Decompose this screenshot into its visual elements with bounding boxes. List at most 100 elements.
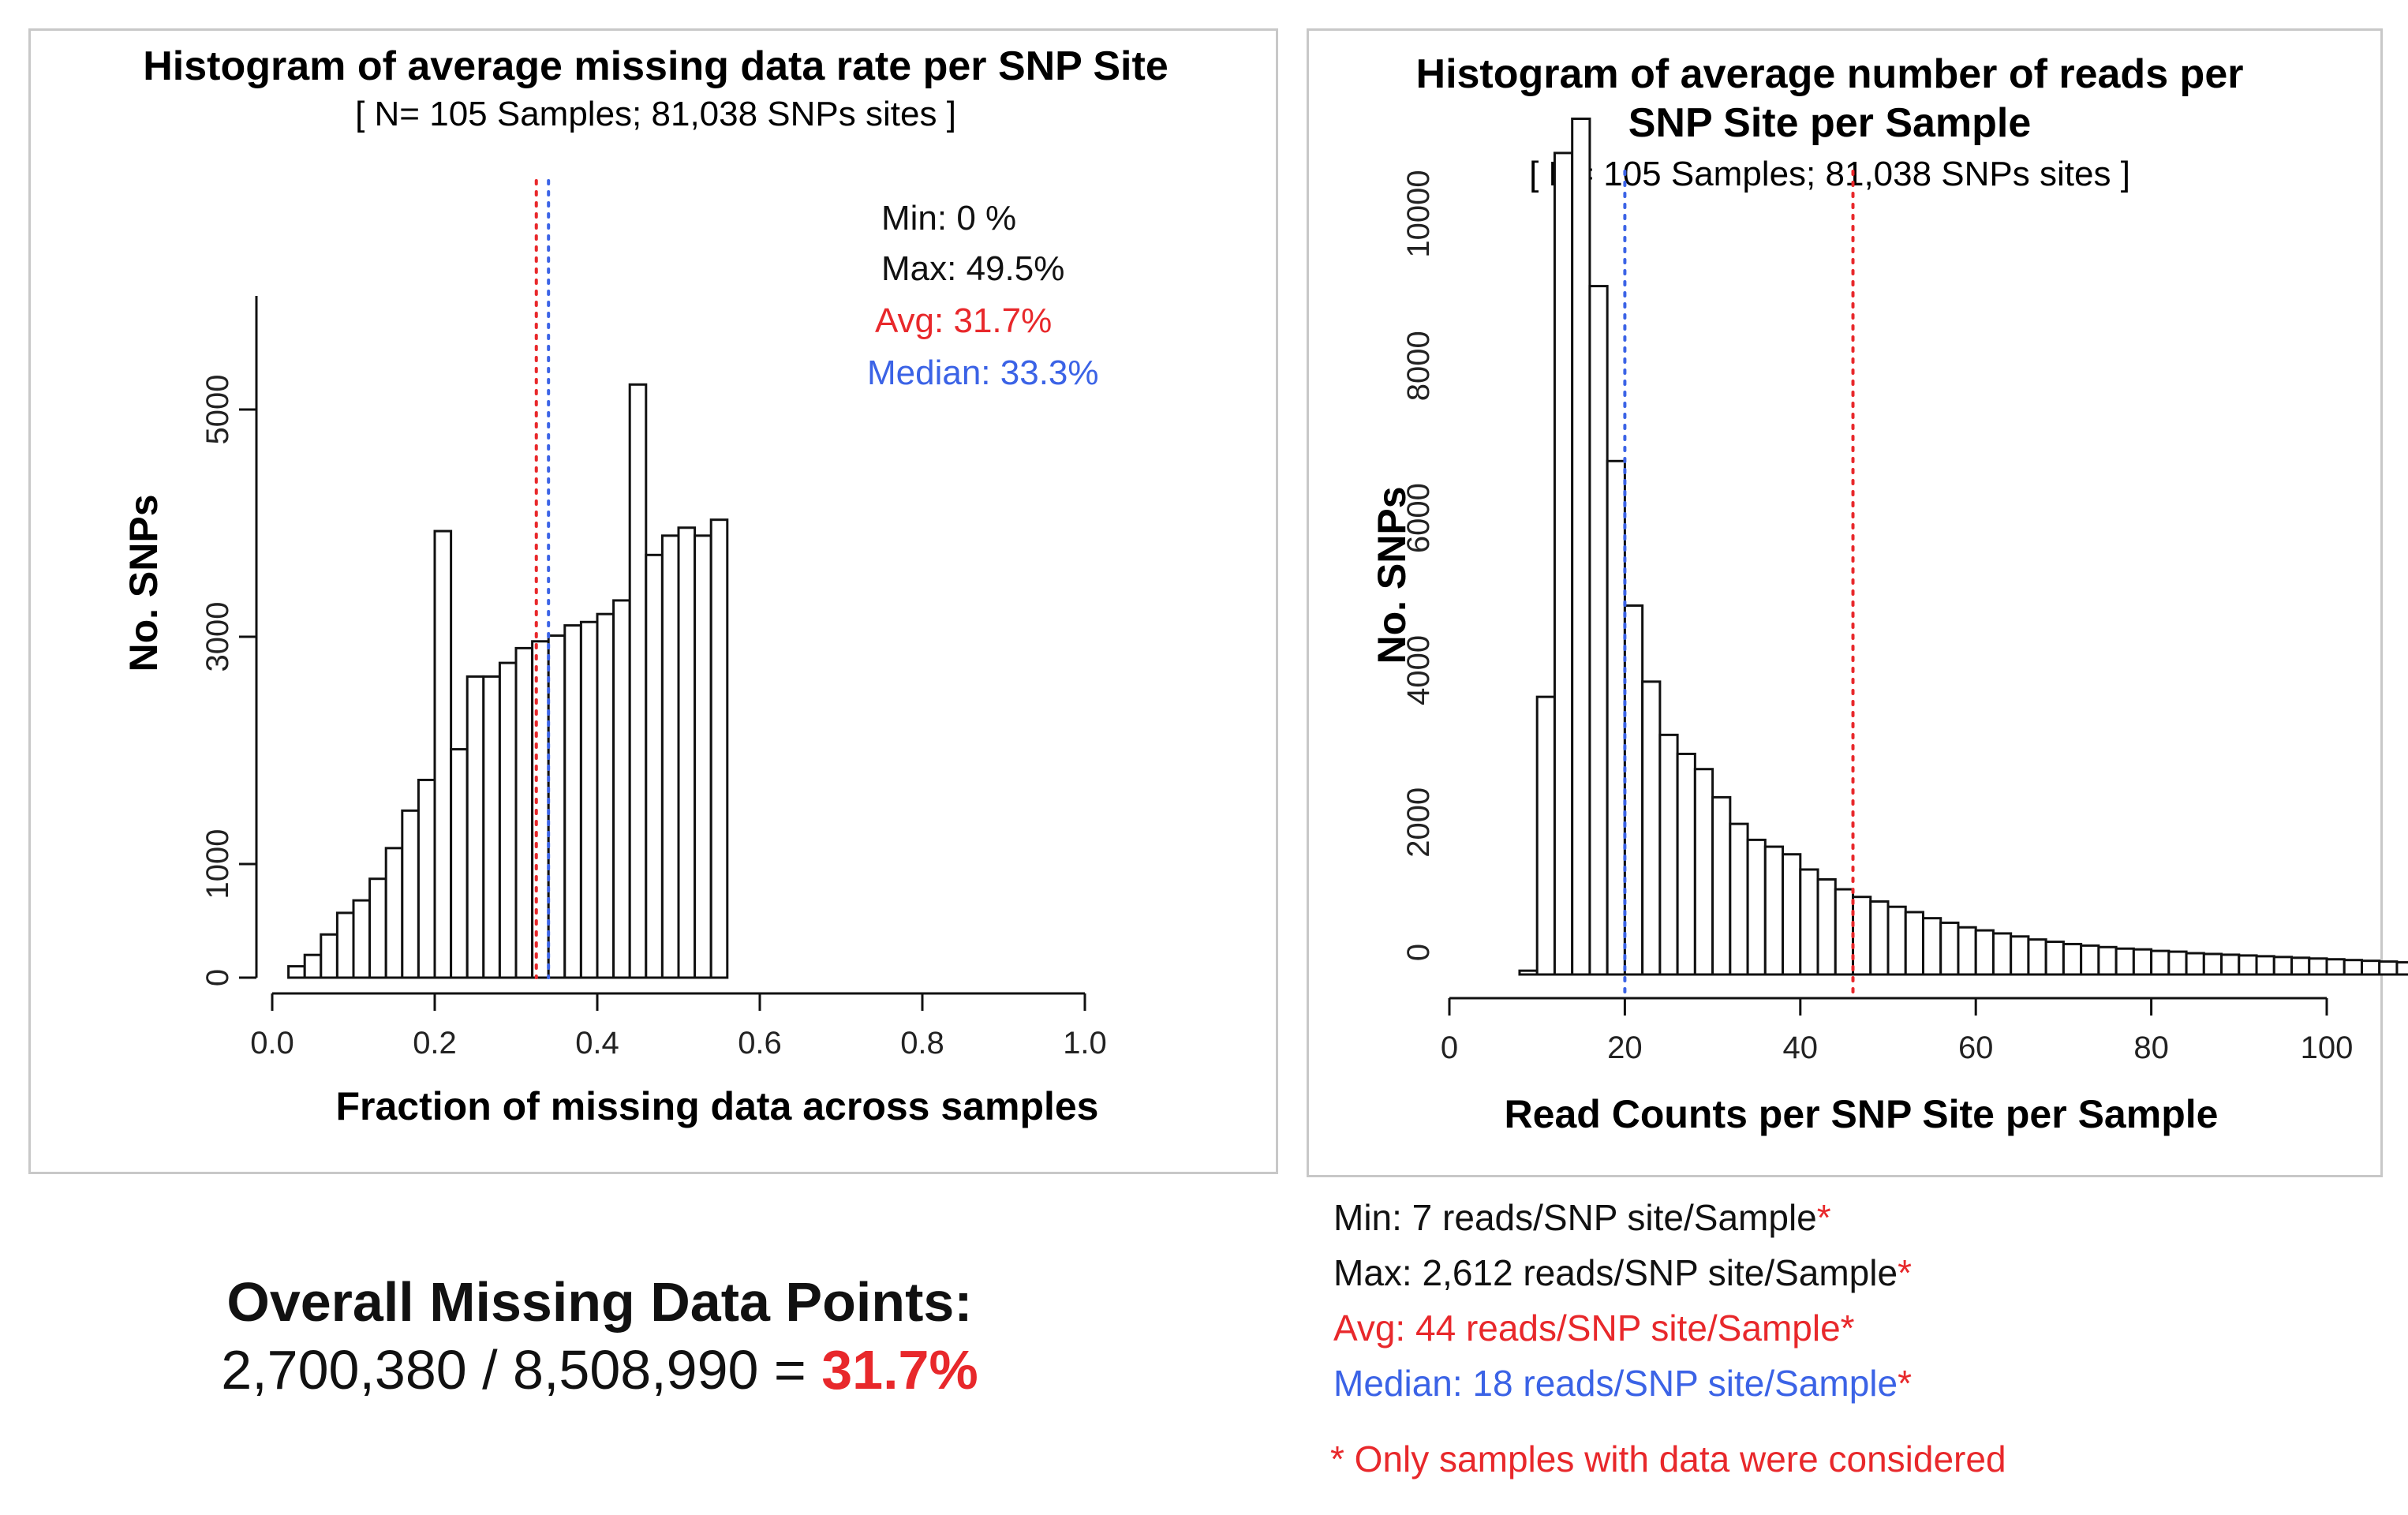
y-tick-label: 2000: [1401, 787, 1436, 858]
x-tick-label: 0.2: [413, 1026, 457, 1060]
histogram-bar: [1782, 853, 1802, 976]
histogram-bar: [1886, 905, 1907, 976]
x-tick-label: 0.8: [900, 1026, 944, 1060]
chart-subtitle: [ N= 105 Samples; 81,038 SNPs sites ]: [1529, 155, 2130, 193]
axes: 0.0 0.2 0.4 0.6 0.8 1.0 0 1000 3000 5000: [200, 296, 1107, 1060]
x-axis-label: Fraction of missing data across samples: [336, 1084, 1099, 1128]
histogram-bar: [1518, 969, 1539, 976]
histogram-bar: [1869, 900, 1890, 976]
asterisk: *: [1816, 1197, 1831, 1238]
histogram-bar: [1693, 768, 1714, 976]
x-tick-label: 100: [2301, 1031, 2354, 1065]
x-tick-label: 40: [1783, 1031, 1819, 1065]
histogram-bar: [1658, 733, 1679, 976]
y-tick-label: 3000: [200, 602, 235, 672]
asterisk: *: [1898, 1363, 1912, 1404]
histogram-bar: [1799, 868, 1819, 976]
histogram-bar: [1763, 845, 1785, 976]
y-tick-label: 8000: [1401, 331, 1436, 401]
read-stat-avg-text: Avg: 44 reads/SNP site/Sample: [1333, 1307, 1841, 1349]
histogram-bar: [2255, 955, 2275, 976]
histogram-bar: [1957, 926, 1977, 976]
histogram-bar: [1974, 929, 1995, 976]
histogram-bar: [1816, 878, 1837, 976]
x-tick-label: 60: [1958, 1031, 1994, 1065]
asterisk: *: [1898, 1252, 1912, 1293]
histogram-bar: [1553, 152, 1574, 976]
missing-rate-histogram: Histogram of average missing data rate p…: [122, 43, 1168, 1128]
x-tick-label: 80: [2133, 1031, 2169, 1065]
x-tick-label: 0.4: [575, 1026, 619, 1060]
read-stat-avg: Avg: 44 reads/SNP site/Sample*: [1333, 1307, 1855, 1349]
histogram-bar: [1623, 604, 1644, 976]
y-tick-label: 1000: [200, 829, 235, 900]
histogram-bar: [2150, 949, 2171, 976]
histogram-bar: [2185, 952, 2205, 976]
overall-title: Overall Missing Data Points:: [226, 1271, 973, 1333]
read-stat-median: Median: 18 reads/SNP site/Sample*: [1333, 1362, 1912, 1405]
y-tick-label: 0: [1401, 944, 1436, 961]
histogram-bar: [1571, 118, 1591, 976]
histogram-bar: [2378, 960, 2399, 976]
y-tick-label: 10000: [1401, 170, 1436, 257]
histogram-bar: [2272, 956, 2294, 976]
histogram-bar: [1852, 896, 1872, 976]
chart-title-line-1: Histogram of average number of reads per: [1416, 51, 2244, 97]
histogram-bar: [2062, 942, 2083, 976]
reference-lines: [534, 179, 551, 979]
histogram-bar: [2167, 950, 2188, 976]
chart-subtitle: [ N= 105 Samples; 81,038 SNPs sites ]: [355, 95, 956, 133]
histogram-bar: [2114, 947, 2135, 976]
histogram-bar: [1641, 680, 1662, 976]
histogram-bars: [287, 383, 729, 979]
read-stat-median-text: Median: 18 reads/SNP site/Sample: [1333, 1363, 1898, 1404]
x-tick-label: 0.6: [738, 1026, 782, 1060]
histogram-bar: [1729, 822, 1749, 976]
histogram-bar: [1588, 285, 1609, 976]
histogram-bar: [2010, 935, 2030, 976]
x-tick-label: 0: [1441, 1031, 1458, 1065]
read-count-histogram-panel: Histogram of average number of reads per…: [1307, 28, 2408, 1177]
read-stat-min-text: Min: 7 reads/SNP site/Sample: [1333, 1197, 1817, 1238]
y-tick-label: 4000: [1401, 635, 1436, 705]
y-axis-label: No. SNPs: [1370, 486, 1414, 664]
overall-missing-summary: Overall Missing Data Points: 2,700,380 /…: [0, 0, 1199, 1401]
x-tick-label: 1.0: [1063, 1026, 1107, 1060]
read-stat-min: Min: 7 reads/SNP site/Sample*: [1333, 1196, 1831, 1239]
stat-avg: Avg: 31.7%: [875, 301, 1052, 340]
x-tick-label: 0.0: [250, 1026, 294, 1060]
histogram-bar: [1904, 911, 1924, 976]
read-stat-max: Max: 2,612 reads/SNP site/Sample*: [1333, 1251, 1912, 1294]
histogram-bar: [2080, 944, 2100, 976]
read-count-histogram: Histogram of average number of reads per…: [1370, 51, 2408, 1136]
histogram-bar: [2097, 945, 2118, 976]
chart-title: Histogram of average missing data rate p…: [143, 43, 1168, 89]
stat-max: Max: 49.5%: [881, 249, 1064, 288]
histogram-bar: [2238, 954, 2258, 976]
histogram-bar: [2360, 960, 2381, 976]
y-tick-label: 6000: [1401, 483, 1436, 553]
stat-min: Min: 0 %: [881, 199, 1016, 238]
histogram-bar: [1991, 932, 2013, 976]
histogram-bar: [2343, 959, 2363, 976]
missing-rate-histogram-panel: Histogram of average missing data rate p…: [28, 28, 1278, 1174]
axes: 0 20 40 60 80 100 0 2000 4000 6000 8000 10000: [1401, 170, 2353, 1065]
overall-percentage: 31.7%: [821, 1339, 978, 1401]
histogram-bar: [1746, 838, 1767, 976]
stat-median: Median: 33.3%: [867, 354, 1099, 392]
histogram-bar: [2308, 957, 2328, 976]
read-stat-max-text: Max: 2,612 reads/SNP site/Sample: [1333, 1252, 1898, 1293]
histogram-bar: [1535, 695, 1556, 976]
histogram-bars: [1518, 118, 2408, 976]
footnote: * Only samples with data were considered: [1330, 1438, 2006, 1479]
asterisk: *: [1840, 1307, 1855, 1349]
y-axis-label: No. SNPs: [122, 494, 166, 671]
histogram-bar: [709, 518, 729, 979]
histogram-bar: [2220, 953, 2241, 976]
y-tick-label: 0: [200, 969, 235, 986]
histogram-bar: [2325, 958, 2346, 976]
histogram-bar: [2132, 948, 2153, 976]
histogram-bar: [2290, 956, 2311, 976]
chart-title-line-2: SNP Site per Sample: [1628, 100, 2032, 146]
histogram-bar: [1921, 917, 1942, 976]
